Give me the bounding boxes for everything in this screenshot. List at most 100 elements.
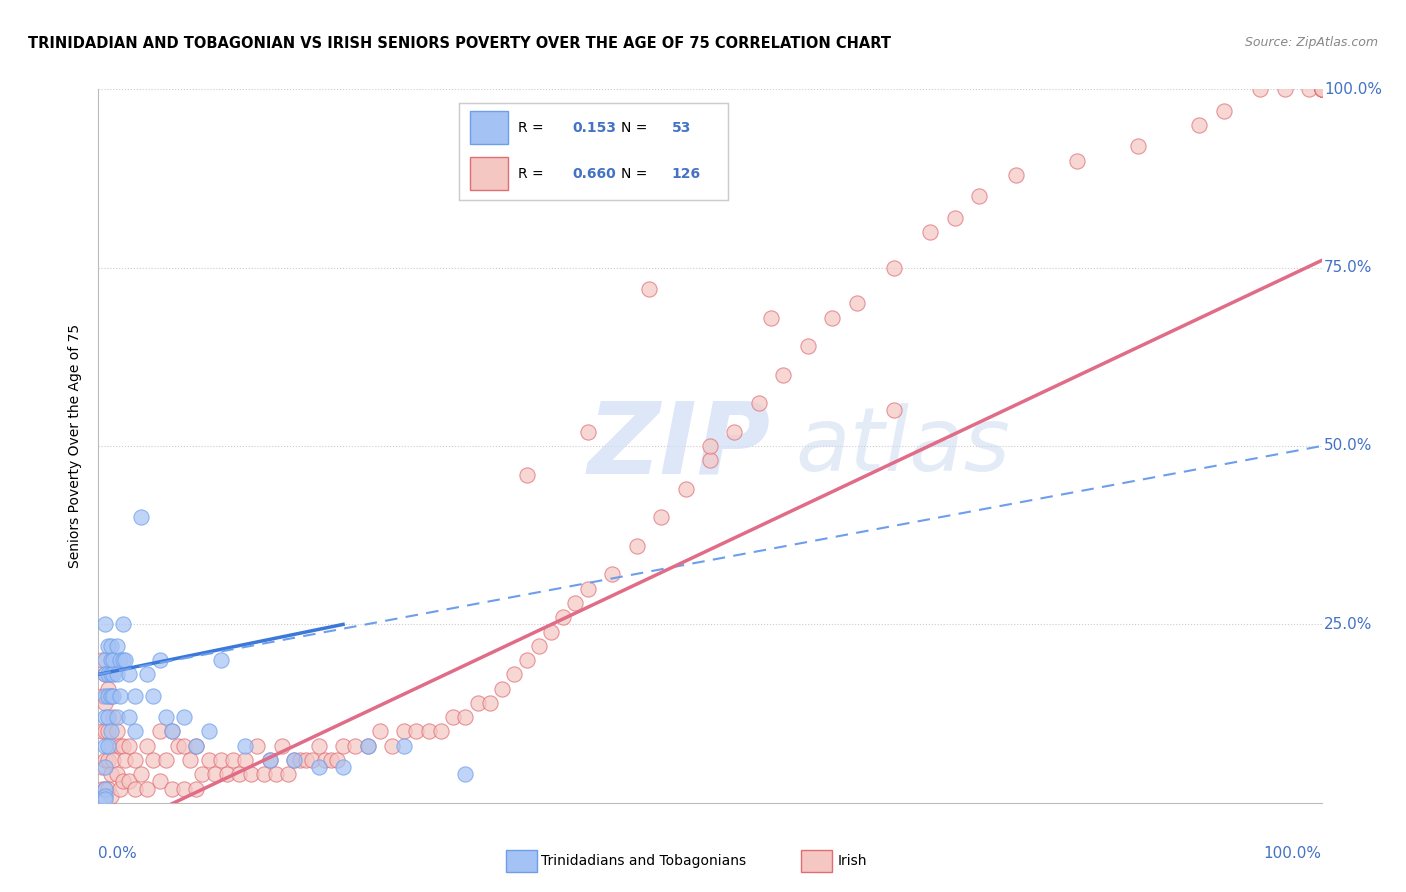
Point xyxy=(129,767,152,781)
Point xyxy=(748,396,770,410)
Point xyxy=(1310,82,1333,96)
Point xyxy=(93,792,115,806)
Point xyxy=(105,767,128,781)
Point xyxy=(264,767,287,781)
Point xyxy=(149,724,172,739)
Point xyxy=(124,753,146,767)
Text: 100.0%: 100.0% xyxy=(1264,846,1322,861)
Point xyxy=(209,653,232,667)
Point xyxy=(209,753,232,767)
Point xyxy=(1310,82,1333,96)
Y-axis label: Seniors Poverty Over the Age of 75: Seniors Poverty Over the Age of 75 xyxy=(67,324,82,568)
Point xyxy=(540,624,562,639)
Point xyxy=(332,760,354,774)
Point xyxy=(308,760,330,774)
Text: Source: ZipAtlas.com: Source: ZipAtlas.com xyxy=(1244,36,1378,49)
Point xyxy=(319,753,342,767)
Point xyxy=(118,774,141,789)
Point xyxy=(93,781,115,796)
Point xyxy=(772,368,794,382)
Point xyxy=(93,667,115,681)
Point xyxy=(100,789,122,803)
Point xyxy=(1310,82,1333,96)
Point xyxy=(576,425,599,439)
Point xyxy=(93,739,115,753)
Point xyxy=(259,753,281,767)
Point xyxy=(149,653,172,667)
Point xyxy=(246,739,269,753)
Point xyxy=(111,653,134,667)
Point xyxy=(124,724,146,739)
Point xyxy=(405,724,427,739)
Point xyxy=(430,724,453,739)
Point xyxy=(332,739,354,753)
Point xyxy=(136,667,159,681)
Point xyxy=(1212,103,1234,118)
Point xyxy=(124,781,146,796)
Point xyxy=(845,296,868,310)
Point xyxy=(105,710,128,724)
Point xyxy=(233,753,256,767)
Point xyxy=(97,781,120,796)
Point xyxy=(114,753,136,767)
Point xyxy=(699,453,721,467)
Point xyxy=(1310,82,1333,96)
Point xyxy=(91,653,114,667)
Point xyxy=(111,739,134,753)
Point xyxy=(100,739,122,753)
Point xyxy=(675,482,697,496)
Point xyxy=(228,767,250,781)
Point xyxy=(527,639,550,653)
Point xyxy=(93,617,115,632)
Text: TRINIDADIAN AND TOBAGONIAN VS IRISH SENIORS POVERTY OVER THE AGE OF 75 CORRELATI: TRINIDADIAN AND TOBAGONIAN VS IRISH SENI… xyxy=(28,36,891,51)
Point xyxy=(283,753,305,767)
Point xyxy=(97,710,120,724)
Point xyxy=(155,710,177,724)
Point xyxy=(564,596,586,610)
Point xyxy=(723,425,745,439)
Point xyxy=(204,767,226,781)
Point xyxy=(295,753,318,767)
Point xyxy=(97,667,120,681)
Point xyxy=(173,739,195,753)
Point xyxy=(1128,139,1150,153)
Point xyxy=(270,739,294,753)
Point xyxy=(101,710,124,724)
Point xyxy=(761,310,783,325)
Point xyxy=(110,653,132,667)
Point xyxy=(97,639,120,653)
Text: Trinidadians and Tobagonians: Trinidadians and Tobagonians xyxy=(541,854,747,868)
Text: 25.0%: 25.0% xyxy=(1324,617,1372,632)
Text: 75.0%: 75.0% xyxy=(1324,260,1372,275)
Point xyxy=(326,753,349,767)
Point xyxy=(368,724,391,739)
Point xyxy=(179,753,201,767)
Point xyxy=(93,753,115,767)
Point xyxy=(100,724,122,739)
Point xyxy=(191,767,214,781)
Point xyxy=(110,689,132,703)
Point xyxy=(93,653,115,667)
Point xyxy=(222,753,245,767)
Point xyxy=(111,774,134,789)
Text: atlas: atlas xyxy=(796,403,1011,489)
Point xyxy=(91,781,114,796)
Point xyxy=(93,781,115,796)
Point xyxy=(637,282,661,296)
Point xyxy=(100,767,122,781)
Point xyxy=(883,260,905,275)
Point xyxy=(91,760,114,774)
Point xyxy=(1249,82,1271,96)
Point xyxy=(1066,153,1088,168)
Point xyxy=(197,724,219,739)
Point xyxy=(626,539,648,553)
Point xyxy=(142,753,165,767)
Point xyxy=(943,211,966,225)
Point xyxy=(124,689,146,703)
Point xyxy=(97,681,120,696)
Point xyxy=(160,724,183,739)
Point xyxy=(967,189,990,203)
Point xyxy=(277,767,299,781)
Point xyxy=(515,653,537,667)
Point xyxy=(1188,118,1211,132)
